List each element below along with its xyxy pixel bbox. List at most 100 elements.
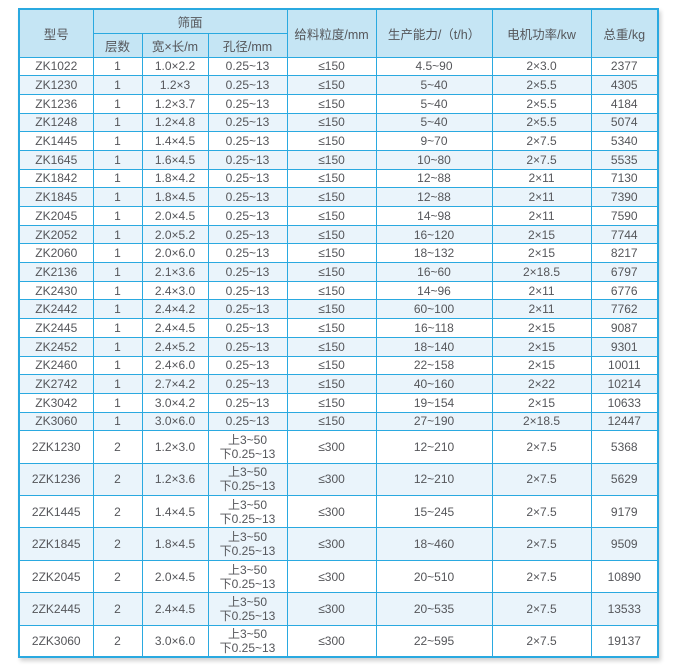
cell-weight: 5368 — [590, 430, 659, 464]
cell-model: ZK1022 — [18, 56, 94, 77]
table-row: ZK2445 1 2.4×4.5 0.25~13 ≤150 16~118 2×15 9087 — [18, 318, 659, 338]
cell-weight: 6797 — [590, 262, 659, 282]
header-capacity: 生产能力/（t/h） — [375, 8, 493, 58]
cell-weight: 19137 — [590, 624, 659, 658]
cell-model: ZK1248 — [18, 112, 94, 133]
table-row: ZK1230 1 1.2×3 0.25~13 ≤150 5~40 2×5.5 4305 — [18, 75, 659, 95]
table-row: 2ZK1845 2 1.8×4.5 上3~50 下0.25~13 ≤300 18~460 2×… — [18, 527, 659, 561]
header-width-length: 宽×长/m — [141, 32, 209, 58]
cell-layers: 2 — [92, 559, 143, 594]
cell-model: ZK1236 — [18, 93, 94, 114]
cell-width-length: 2.1×3.6 — [141, 262, 209, 282]
cell-capacity: 18~140 — [375, 336, 493, 357]
cell-model: ZK2742 — [18, 374, 94, 394]
cell-aperture: 0.25~13 — [207, 318, 288, 338]
cell-aperture: 0.25~13 — [207, 187, 288, 207]
cell-model: ZK2045 — [18, 206, 94, 226]
cell-capacity: 10~80 — [375, 149, 493, 170]
cell-layers: 2 — [92, 527, 143, 561]
cell-layers: 1 — [92, 392, 143, 413]
table-row: ZK1445 1 1.4×4.5 0.25~13 ≤150 9~70 2×7.5 5340 — [18, 131, 659, 151]
cell-capacity: 5~40 — [375, 112, 493, 133]
table-row: ZK3060 1 3.0×6.0 0.25~13 ≤150 27~190 2×18.5 124… — [18, 411, 659, 432]
cell-model: 2ZK1230 — [18, 430, 94, 464]
cell-width-length: 1.6×4.5 — [141, 149, 209, 170]
cell-model: 2ZK1445 — [18, 495, 94, 529]
header-aperture: 孔径/mm — [207, 32, 288, 58]
table-row: 2ZK3060 2 3.0×6.0 上3~50 下0.25~13 ≤300 22~595 2×… — [18, 624, 659, 658]
cell-layers: 1 — [92, 187, 143, 207]
cell-weight: 5074 — [590, 112, 659, 133]
cell-weight: 7130 — [590, 168, 659, 189]
table-row: 2ZK1236 2 1.2×3.6 上3~50 下0.25~13 ≤300 12~210 2×… — [18, 462, 659, 497]
cell-aperture: 上3~50 下0.25~13 — [207, 527, 288, 561]
cell-width-length: 1.2×3.0 — [141, 430, 209, 464]
cell-weight: 4305 — [590, 75, 659, 95]
cell-weight: 12447 — [590, 411, 659, 432]
table-row: ZK1248 1 1.2×4.8 0.25~13 ≤150 5~40 2×5.5 5074 — [18, 112, 659, 133]
cell-width-length: 1.2×4.8 — [141, 112, 209, 133]
cell-weight: 10011 — [590, 355, 659, 376]
cell-capacity: 40~160 — [375, 374, 493, 394]
cell-layers: 2 — [92, 592, 143, 626]
cell-aperture: 上3~50 下0.25~13 — [207, 495, 288, 529]
cell-capacity: 12~210 — [375, 430, 493, 464]
cell-feed-size: ≤150 — [286, 149, 377, 170]
cell-feed-size: ≤150 — [286, 168, 377, 189]
cell-motor-power: 2×22 — [491, 374, 592, 394]
table-row: ZK2742 1 2.7×4.2 0.25~13 ≤150 40~160 2×22 10214 — [18, 374, 659, 394]
cell-layers: 1 — [92, 75, 143, 95]
cell-motor-power: 2×15 — [491, 243, 592, 264]
cell-width-length: 3.0×6.0 — [141, 624, 209, 658]
cell-model: ZK1445 — [18, 131, 94, 151]
cell-layers: 1 — [92, 149, 143, 170]
table-row: ZK2052 1 2.0×5.2 0.25~13 ≤150 16~120 2×15 7744 — [18, 224, 659, 245]
cell-feed-size: ≤150 — [286, 112, 377, 133]
cell-width-length: 2.0×4.5 — [141, 559, 209, 594]
cell-width-length: 2.4×3.0 — [141, 280, 209, 301]
cell-weight: 5340 — [590, 131, 659, 151]
cell-aperture: 0.25~13 — [207, 392, 288, 413]
cell-weight: 6776 — [590, 280, 659, 301]
cell-layers: 1 — [92, 131, 143, 151]
table-row: 2ZK2045 2 2.0×4.5 上3~50 下0.25~13 ≤300 20~510 2×… — [18, 559, 659, 594]
cell-weight: 4184 — [590, 93, 659, 114]
header-motor-power: 电机功率/kw — [491, 8, 592, 58]
cell-layers: 2 — [92, 624, 143, 658]
cell-width-length: 2.0×4.5 — [141, 206, 209, 226]
cell-weight: 8217 — [590, 243, 659, 264]
table-row: ZK1842 1 1.8×4.2 0.25~13 ≤150 12~88 2×11 7130 — [18, 168, 659, 189]
cell-motor-power: 2×18.5 — [491, 262, 592, 282]
cell-width-length: 1.2×3.6 — [141, 462, 209, 497]
cell-capacity: 5~40 — [375, 75, 493, 95]
cell-width-length: 2.4×6.0 — [141, 355, 209, 376]
spec-table: 型号 筛面 给料粒度/mm 生产能力/（t/h） 电机功率/kw 总重/kg 层… — [18, 8, 660, 659]
table-row: ZK2460 1 2.4×6.0 0.25~13 ≤150 22~158 2×15 10011 — [18, 355, 659, 376]
cell-layers: 1 — [92, 93, 143, 114]
cell-model: ZK1845 — [18, 187, 94, 207]
cell-aperture: 0.25~13 — [207, 411, 288, 432]
cell-width-length: 1.4×4.5 — [141, 131, 209, 151]
cell-width-length: 2.0×5.2 — [141, 224, 209, 245]
cell-model: 2ZK1236 — [18, 462, 94, 497]
cell-weight: 10890 — [590, 559, 659, 594]
cell-layers: 1 — [92, 355, 143, 376]
cell-capacity: 22~595 — [375, 624, 493, 658]
cell-capacity: 27~190 — [375, 411, 493, 432]
cell-motor-power: 2×15 — [491, 355, 592, 376]
cell-motor-power: 2×7.5 — [491, 149, 592, 170]
cell-motor-power: 2×5.5 — [491, 75, 592, 95]
cell-weight: 7390 — [590, 187, 659, 207]
cell-weight: 7762 — [590, 299, 659, 320]
cell-feed-size: ≤150 — [286, 374, 377, 394]
cell-aperture: 0.25~13 — [207, 206, 288, 226]
cell-feed-size: ≤150 — [286, 75, 377, 95]
cell-width-length: 3.0×6.0 — [141, 411, 209, 432]
cell-width-length: 1.0×2.2 — [141, 56, 209, 77]
cell-aperture: 0.25~13 — [207, 131, 288, 151]
cell-layers: 1 — [92, 318, 143, 338]
cell-layers: 1 — [92, 56, 143, 77]
cell-weight: 9301 — [590, 336, 659, 357]
cell-capacity: 5~40 — [375, 93, 493, 114]
cell-aperture: 0.25~13 — [207, 93, 288, 114]
